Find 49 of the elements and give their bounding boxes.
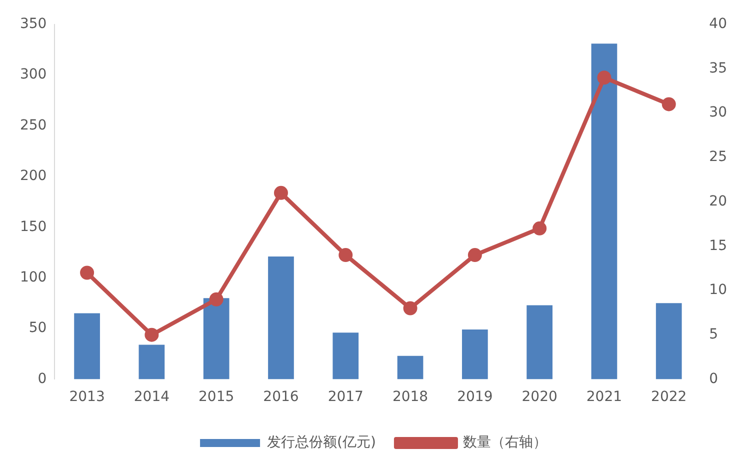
- y2-tick-label: 20: [709, 193, 728, 210]
- y2-tick-label: 40: [709, 16, 728, 32]
- bar: [462, 330, 488, 380]
- x-tick-label: 2020: [522, 389, 558, 406]
- y2-tick-label: 10: [709, 282, 728, 298]
- y-tick-label: 0: [38, 370, 47, 387]
- point: [662, 97, 676, 112]
- x-tick-label: 2013: [69, 389, 105, 406]
- point: [468, 248, 482, 262]
- point: [403, 301, 418, 316]
- point: [597, 70, 612, 85]
- bar: [397, 356, 424, 380]
- y2-tick-label: 25: [709, 149, 728, 166]
- bar: [74, 313, 100, 380]
- y-tick-label: 300: [20, 66, 47, 83]
- bar: [656, 303, 682, 380]
- bar: [138, 344, 165, 380]
- bar: [203, 298, 230, 380]
- y-tick-label: 150: [20, 218, 47, 235]
- point: [274, 186, 288, 200]
- x-tick-label: 2015: [198, 389, 234, 406]
- y2-tick-label: 30: [709, 104, 728, 121]
- point: [338, 248, 353, 262]
- bar: [526, 305, 552, 380]
- y-tick-label: 350: [20, 16, 47, 32]
- x-tick-label: 2014: [134, 389, 170, 406]
- x-tick-label: 2018: [392, 389, 428, 406]
- point: [80, 266, 94, 280]
- point: [532, 221, 547, 236]
- y2-tick-label: 15: [709, 238, 728, 254]
- x-tick-label: 2021: [586, 389, 622, 406]
- y2-tick-label: 5: [709, 326, 718, 342]
- y2-tick-label: 35: [709, 60, 728, 76]
- y-tick-label: 100: [20, 269, 47, 286]
- x-tick-label: 2016: [263, 389, 299, 406]
- bar: [591, 44, 618, 380]
- x-tick-label: 2017: [328, 389, 364, 406]
- x-tick-label: 2022: [651, 389, 687, 406]
- legend-label: 发行总份额(亿元): [267, 434, 376, 451]
- y2-tick-label: 0: [709, 370, 718, 387]
- point: [209, 292, 224, 306]
- legend-label: 数量（右轴）: [462, 434, 547, 451]
- y-tick-label: 50: [28, 320, 47, 336]
- y-tick-label: 250: [20, 117, 47, 134]
- x-tick-label: 2019: [457, 389, 493, 406]
- point: [144, 328, 159, 342]
- bar: [332, 332, 359, 380]
- y-tick-label: 200: [20, 168, 47, 184]
- bar: [268, 256, 294, 380]
